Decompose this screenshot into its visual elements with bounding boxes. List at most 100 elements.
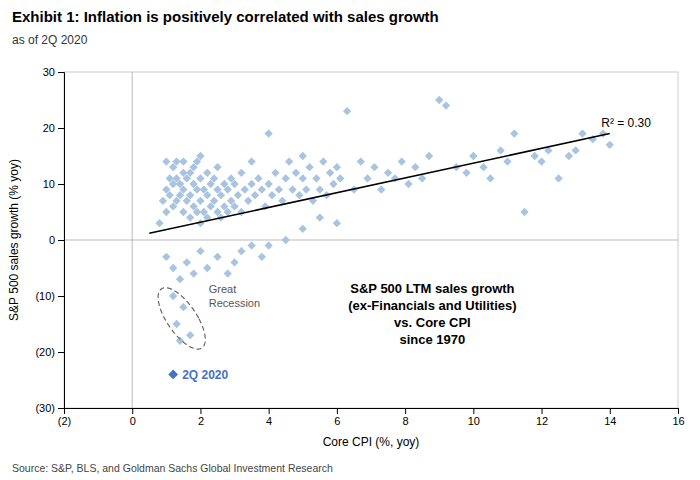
point (282, 174, 290, 182)
y-tick-label: (10) (35, 290, 55, 302)
x-tick-mark (132, 408, 133, 414)
x-tick-mark (405, 408, 406, 414)
point (486, 174, 494, 182)
point (237, 169, 245, 177)
point (319, 157, 327, 165)
y-tick-mark (58, 352, 64, 353)
point (230, 202, 238, 210)
x-tick: 14 (604, 408, 616, 427)
x-tick: 10 (468, 408, 480, 427)
ellipse (158, 288, 205, 349)
point (537, 157, 545, 165)
point (312, 174, 320, 182)
point (435, 96, 443, 104)
point (363, 174, 371, 182)
point (462, 169, 470, 177)
point (247, 180, 255, 188)
point (210, 174, 218, 182)
point (186, 191, 194, 199)
point (176, 275, 184, 283)
point (168, 370, 178, 380)
zero-line-y (64, 240, 678, 241)
y-tick: 30 (43, 66, 64, 78)
point (425, 152, 433, 160)
point (244, 197, 252, 205)
point (565, 152, 573, 160)
marks (149, 96, 614, 379)
point (169, 292, 177, 300)
x-tick: 0 (130, 408, 136, 427)
group-label: GreatRecession (209, 283, 260, 309)
point (162, 253, 170, 261)
point (510, 129, 518, 137)
point (299, 225, 307, 233)
y-tick-mark (58, 296, 64, 297)
y-axis-line (58, 73, 65, 409)
point (186, 331, 194, 339)
y-axis-title: S&P 500 sales growth (% yoy) (7, 159, 21, 321)
annotations: GreatRecession2Q 2020R² = 0.30S&P 500 LT… (182, 116, 651, 382)
point (213, 163, 221, 171)
x-tick-label: 8 (403, 415, 409, 427)
y-tick: 10 (43, 178, 64, 190)
point (196, 197, 204, 205)
point (299, 152, 307, 160)
x-tick: 6 (334, 408, 340, 427)
point (572, 146, 580, 154)
source: Source: S&P, BLS, and Goldman Sachs Glob… (12, 462, 333, 474)
point (162, 157, 170, 165)
x-axis-line (65, 409, 679, 415)
point (224, 269, 232, 277)
point (503, 157, 511, 165)
point (172, 320, 180, 328)
y-tick-mark (58, 72, 64, 73)
point (333, 163, 341, 171)
point (179, 185, 187, 193)
point (295, 191, 303, 199)
x-tick-label: 2 (198, 415, 204, 427)
point (258, 185, 266, 193)
point (179, 157, 187, 165)
point (203, 264, 211, 272)
x-tick: 16 (672, 408, 684, 427)
point (265, 241, 273, 249)
x-axis: (2)0246810121416 (58, 408, 685, 427)
point (183, 258, 191, 266)
plot: (2)0246810121416(30)(20)(10)0102030Core … (7, 66, 685, 449)
point (288, 185, 296, 193)
point (520, 208, 528, 216)
point (196, 247, 204, 255)
point (189, 269, 197, 277)
point (265, 180, 273, 188)
point (268, 191, 276, 199)
point (404, 180, 412, 188)
point (329, 180, 337, 188)
point (292, 169, 300, 177)
point (179, 208, 187, 216)
point (578, 129, 586, 137)
point (316, 213, 324, 221)
point (166, 191, 174, 199)
y-tick: (20) (35, 346, 64, 358)
point (196, 152, 204, 160)
x-tick-label: (2) (58, 415, 71, 427)
y-tick: (30) (35, 402, 64, 414)
x-tick-mark (200, 408, 201, 414)
r2-label: R² = 0.30 (601, 116, 651, 130)
point (196, 174, 204, 182)
point (336, 174, 344, 182)
point (230, 180, 238, 188)
regression-line (149, 134, 610, 234)
point (370, 163, 378, 171)
point (302, 185, 310, 193)
point (247, 157, 255, 165)
y-tick: 0 (49, 234, 64, 246)
plot-frame (64, 72, 678, 408)
y-axis: (30)(20)(10)0102030 (35, 66, 64, 414)
x-tick: 4 (266, 408, 272, 427)
point (179, 303, 187, 311)
point (203, 169, 211, 177)
point (343, 107, 351, 115)
point (479, 163, 487, 171)
y-tick: (10) (35, 290, 64, 302)
